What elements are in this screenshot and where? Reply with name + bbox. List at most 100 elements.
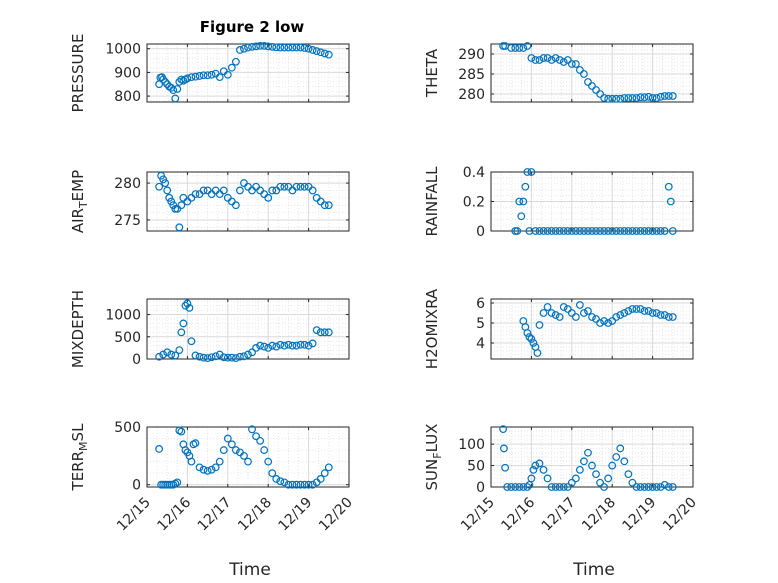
x-tick-label: 12/19: [276, 495, 316, 535]
data-point: [580, 70, 588, 78]
data-point: [252, 42, 260, 51]
data-point: [656, 311, 665, 319]
axes-box: [490, 43, 694, 103]
y-tick-label: 800: [114, 89, 141, 105]
x-tick-label: 12/17: [195, 495, 235, 535]
data-point: [656, 483, 665, 491]
data-point: [652, 309, 661, 317]
data-point: [584, 78, 592, 86]
y-tick-label: 0: [132, 352, 141, 368]
x-tick-label: 12/16: [154, 494, 194, 534]
x-axis-label-right: Time: [572, 560, 615, 580]
data-point: [624, 94, 633, 102]
data-point: [531, 461, 540, 470]
data-series: [155, 299, 333, 363]
data-point: [199, 353, 208, 362]
data-point: [525, 333, 534, 341]
x-tick-label: 12/15: [458, 495, 498, 535]
data-point: [268, 186, 277, 195]
data-point: [300, 44, 309, 52]
data-point: [551, 311, 560, 319]
data-point: [555, 313, 564, 321]
data-point: [276, 340, 285, 349]
data-point: [256, 341, 265, 350]
data-point: [636, 305, 645, 313]
data-point: [207, 353, 216, 362]
data-point: [300, 480, 309, 489]
data-point: [236, 46, 244, 54]
axes-box: [146, 426, 350, 488]
y-tick-label: 0: [132, 478, 141, 494]
data-point: [612, 313, 621, 321]
data-point: [543, 474, 552, 483]
data-point: [260, 446, 269, 454]
data-point: [181, 446, 190, 454]
data-point: [596, 90, 604, 98]
data-point: [608, 317, 617, 325]
data-point: [199, 465, 208, 474]
data-point: [521, 182, 530, 191]
data-point: [523, 329, 532, 337]
data-point: [177, 201, 186, 210]
y-axis-label: RAINFALL: [423, 166, 441, 237]
grid-lines: [490, 298, 694, 360]
data-point: [223, 70, 232, 79]
data-point: [191, 190, 200, 199]
data-point: [580, 227, 588, 235]
data-point: [304, 341, 313, 350]
data-point: [503, 483, 512, 491]
data-point: [300, 340, 309, 349]
data-point: [563, 483, 572, 491]
y-tick-label: 500: [114, 420, 141, 436]
data-point: [515, 483, 524, 491]
data-point: [543, 54, 552, 62]
data-series: [499, 425, 677, 491]
data-point: [513, 227, 522, 235]
data-point: [260, 41, 269, 50]
data-point: [640, 227, 649, 235]
data-point: [632, 483, 641, 491]
data-point: [316, 48, 325, 57]
data-point: [288, 43, 297, 52]
data-point: [604, 319, 613, 327]
data-point: [596, 319, 604, 327]
data-point: [660, 92, 669, 100]
data-point: [656, 227, 665, 235]
data-point: [664, 313, 673, 321]
data-point: [264, 193, 273, 202]
data-point: [252, 343, 260, 352]
data-point: [219, 446, 228, 454]
data-point: [644, 483, 653, 491]
data-point: [608, 461, 617, 470]
data-point: [195, 463, 204, 472]
data-point: [308, 46, 317, 54]
data-point: [656, 92, 665, 101]
data-point: [580, 457, 588, 466]
data-point: [580, 309, 588, 317]
data-point: [563, 305, 572, 313]
data-point: [159, 175, 168, 184]
data-point: [547, 309, 556, 317]
data-point: [588, 82, 596, 90]
y-tick-label: 900: [114, 65, 141, 81]
data-point: [604, 227, 613, 235]
data-point: [183, 299, 192, 308]
data-point: [640, 307, 649, 315]
data-point: [219, 186, 228, 195]
data-point: [264, 42, 273, 51]
y-axis-label: SUNFLUX: [423, 424, 444, 491]
data-point: [517, 212, 526, 221]
data-point: [588, 313, 596, 321]
data-point: [181, 301, 190, 310]
data-point: [527, 335, 536, 343]
data-point: [523, 168, 532, 176]
data-point: [539, 309, 548, 317]
grid-lines: [146, 426, 350, 487]
axes-box: [146, 171, 350, 232]
y-tick-label: 1000: [105, 308, 141, 324]
data-point: [501, 463, 510, 472]
data-point: [588, 227, 596, 235]
x-tick-label: 12/15: [114, 495, 154, 535]
